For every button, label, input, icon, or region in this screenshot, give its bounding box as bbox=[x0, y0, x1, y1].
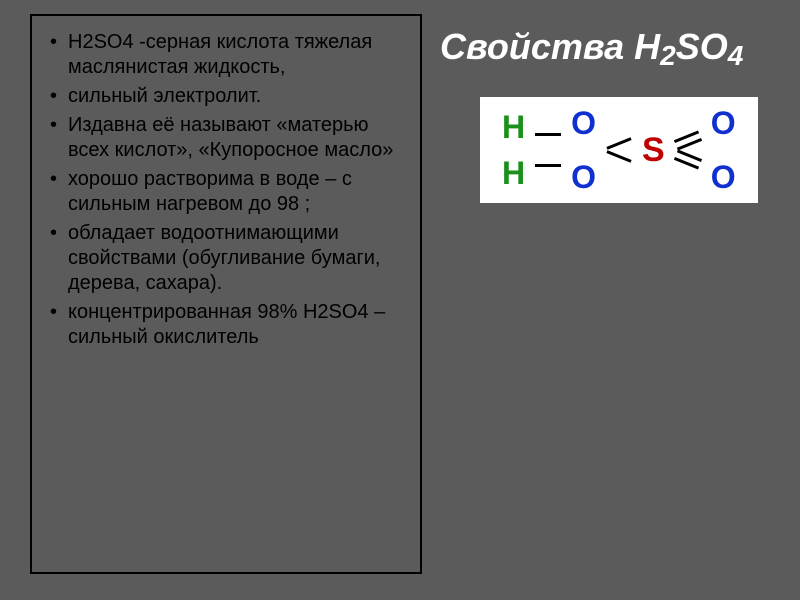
text-panel: H2SO4 -серная кислота тяжелая масляниста… bbox=[30, 14, 422, 574]
bond-column bbox=[606, 142, 632, 158]
title-subscript: 4 bbox=[728, 40, 744, 71]
single-bond-icon bbox=[535, 164, 561, 167]
o-column: O O bbox=[711, 107, 736, 193]
right-panel: Свойства H2SO4 H H O O S bbox=[422, 0, 800, 600]
single-bond-icon bbox=[606, 138, 631, 151]
atom-o: O bbox=[711, 161, 736, 193]
bond-column bbox=[675, 135, 701, 165]
title-part: SO bbox=[676, 26, 728, 67]
atom-h: H bbox=[502, 157, 525, 189]
list-item: Издавна её называют «матерью всех кислот… bbox=[50, 113, 402, 163]
atom-s: S bbox=[642, 133, 665, 167]
double-bond-icon bbox=[674, 131, 702, 151]
atom-o: O bbox=[571, 161, 596, 193]
atom-h: H bbox=[502, 111, 525, 143]
atom-o: O bbox=[711, 107, 736, 139]
list-item: сильный электролит. bbox=[50, 84, 402, 109]
title-subscript: 2 bbox=[660, 40, 676, 71]
single-bond-icon bbox=[535, 133, 561, 136]
h-column: H H bbox=[502, 111, 525, 189]
formula-box: H H O O S O O bbox=[480, 97, 758, 203]
double-bond-icon bbox=[674, 150, 702, 170]
list-item: H2SO4 -серная кислота тяжелая масляниста… bbox=[50, 30, 402, 80]
list-item: обладает водоотнимающими свойствами (обу… bbox=[50, 221, 402, 296]
list-item: хорошо растворима в воде – с сильным наг… bbox=[50, 167, 402, 217]
chemical-formula: H H O O S O O bbox=[502, 107, 736, 193]
list-item: концентрированная 98% H2SO4 – сильный ок… bbox=[50, 300, 402, 350]
bond-column bbox=[535, 133, 561, 167]
bullet-list: H2SO4 -серная кислота тяжелая масляниста… bbox=[50, 30, 402, 350]
single-bond-icon bbox=[606, 151, 631, 164]
atom-o: O bbox=[571, 107, 596, 139]
o-column: O O bbox=[571, 107, 596, 193]
title-part: Свойства H bbox=[440, 26, 660, 67]
page-title: Свойства H2SO4 bbox=[440, 26, 743, 67]
